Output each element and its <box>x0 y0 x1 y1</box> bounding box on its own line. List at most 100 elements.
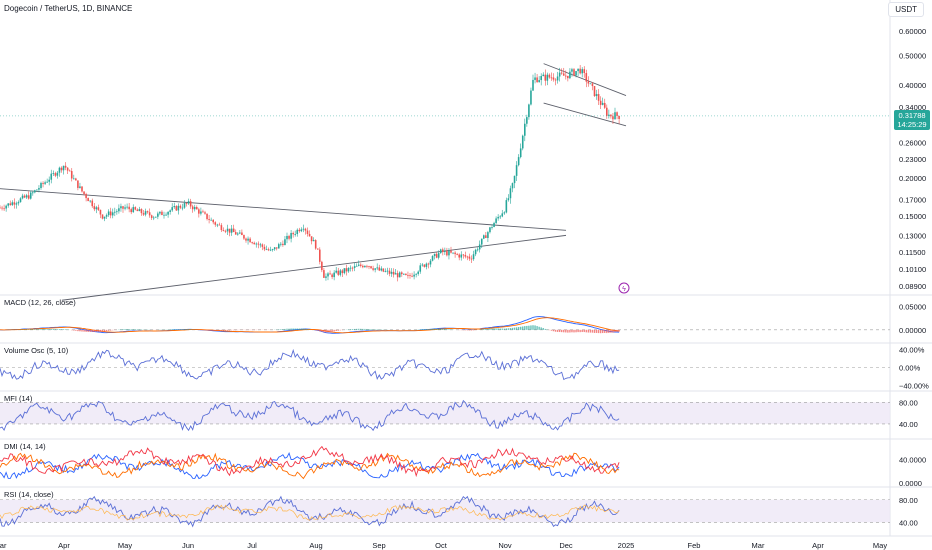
candle-body <box>368 266 370 267</box>
macd-histogram-bar <box>431 328 434 330</box>
candle-body <box>169 210 171 212</box>
time-tick: Nov <box>498 541 512 550</box>
candle-body <box>413 274 415 277</box>
candle-body <box>185 203 188 204</box>
candle-body <box>300 229 303 232</box>
candle-body <box>189 201 192 207</box>
last-price: 0.31788 <box>898 111 926 120</box>
macd-histogram-bar <box>54 329 57 330</box>
macd-histogram-bar <box>366 328 368 330</box>
candle-body <box>15 203 18 205</box>
candle-body <box>58 167 61 173</box>
candle-body <box>353 266 356 268</box>
candle-body <box>44 182 46 184</box>
dmi-label[interactable]: DMI (14, 14) <box>4 442 46 451</box>
macd-histogram-bar <box>429 328 432 330</box>
candle-body <box>304 228 307 231</box>
macd-histogram-bar <box>587 329 590 333</box>
macd-label[interactable]: MACD (12, 26, close) <box>4 298 76 307</box>
candle-body <box>585 73 588 82</box>
candle-body <box>519 148 522 158</box>
macd-histogram-bar <box>497 328 499 330</box>
candle-body <box>259 244 262 246</box>
candle-body <box>239 232 241 234</box>
macd-histogram-bar <box>550 329 553 331</box>
candle-body <box>253 242 255 245</box>
macd-histogram-bar <box>224 329 227 331</box>
macd-histogram-bar <box>483 328 485 330</box>
candle-body <box>507 198 510 201</box>
candle-body <box>550 77 553 79</box>
macd-histogram-bar <box>212 329 214 331</box>
macd-histogram-bar <box>50 329 52 330</box>
macd-histogram-bar <box>542 328 544 330</box>
candle-body <box>73 178 75 180</box>
candle-body <box>388 270 391 274</box>
volume-osc-label[interactable]: Volume Osc (5, 10) <box>4 346 69 355</box>
candle-body <box>36 189 38 191</box>
macd-histogram-bar <box>606 329 608 334</box>
macd-histogram-bar <box>569 329 571 333</box>
time-tick: Apr <box>812 541 824 550</box>
candle-body <box>583 69 586 74</box>
macd-histogram-bar <box>435 328 438 330</box>
candle-body <box>448 250 450 256</box>
candle-body <box>497 216 499 219</box>
candle-body <box>544 74 547 81</box>
macd-histogram-bar <box>493 328 495 330</box>
candle-body <box>282 243 284 246</box>
candle-body <box>442 249 444 253</box>
macd-histogram-bar <box>583 329 585 333</box>
time-axis[interactable]: Mar Apr May Jun Jul Aug Sep Oct Nov Dec 2025 Feb Mar… <box>0 541 887 550</box>
macd-histogram-bar <box>302 328 305 330</box>
candle-body <box>249 238 251 243</box>
candle-body <box>3 208 5 210</box>
mfi-label[interactable]: MFI (14) <box>4 394 33 403</box>
candle-body <box>565 75 567 77</box>
candle-body <box>437 253 440 258</box>
macd-histogram-bar <box>317 329 319 331</box>
time-tick: Apr <box>58 541 70 550</box>
candle-body <box>376 267 378 269</box>
candle-body <box>323 270 325 278</box>
candle-body <box>319 249 321 262</box>
macd-histogram-bar <box>610 329 612 333</box>
currency-button[interactable]: USDT <box>888 2 924 17</box>
macd-histogram-bar <box>351 329 354 330</box>
price-axis[interactable]: 0.60000 0.50000 0.40000 0.34000 0.26000 0.230… <box>0 27 929 527</box>
candle-body <box>171 207 173 211</box>
pane-separators <box>0 0 932 537</box>
macd-histogram-bar <box>218 329 221 331</box>
rsi-label[interactable]: RSI (14, close) <box>4 490 54 499</box>
trendline <box>0 188 567 231</box>
macd-histogram-bar <box>507 328 510 330</box>
candle-body <box>40 182 42 189</box>
symbol-title[interactable]: Dogecoin / TetherUS, 1D, BINANCE <box>4 4 133 13</box>
candle-body <box>593 86 596 97</box>
macd-histogram-bar <box>56 329 59 330</box>
price-tick: 0.50000 <box>899 51 926 60</box>
macd-histogram-bar <box>421 329 423 330</box>
macd-histogram-bar <box>614 329 616 333</box>
candle-body <box>589 83 592 85</box>
candle-body <box>312 240 315 242</box>
candle-body <box>111 212 114 216</box>
candle-body <box>146 211 149 213</box>
candle-body <box>200 211 202 214</box>
candle-body <box>23 195 26 198</box>
macd-histogram-bar <box>300 328 303 330</box>
macd-histogram-bar <box>220 329 223 331</box>
candle-body <box>163 214 165 216</box>
macd-histogram-bar <box>187 329 190 330</box>
candle-body <box>435 253 438 258</box>
candle-body <box>234 232 237 235</box>
macd-histogram-bar <box>468 329 471 331</box>
candle-body <box>366 265 368 267</box>
candle-body <box>612 116 614 120</box>
candle-body <box>79 186 81 188</box>
trendline <box>543 102 627 127</box>
lightning-icon[interactable] <box>618 282 630 294</box>
candle-body <box>403 273 405 275</box>
macd-histogram-bar <box>124 329 126 330</box>
